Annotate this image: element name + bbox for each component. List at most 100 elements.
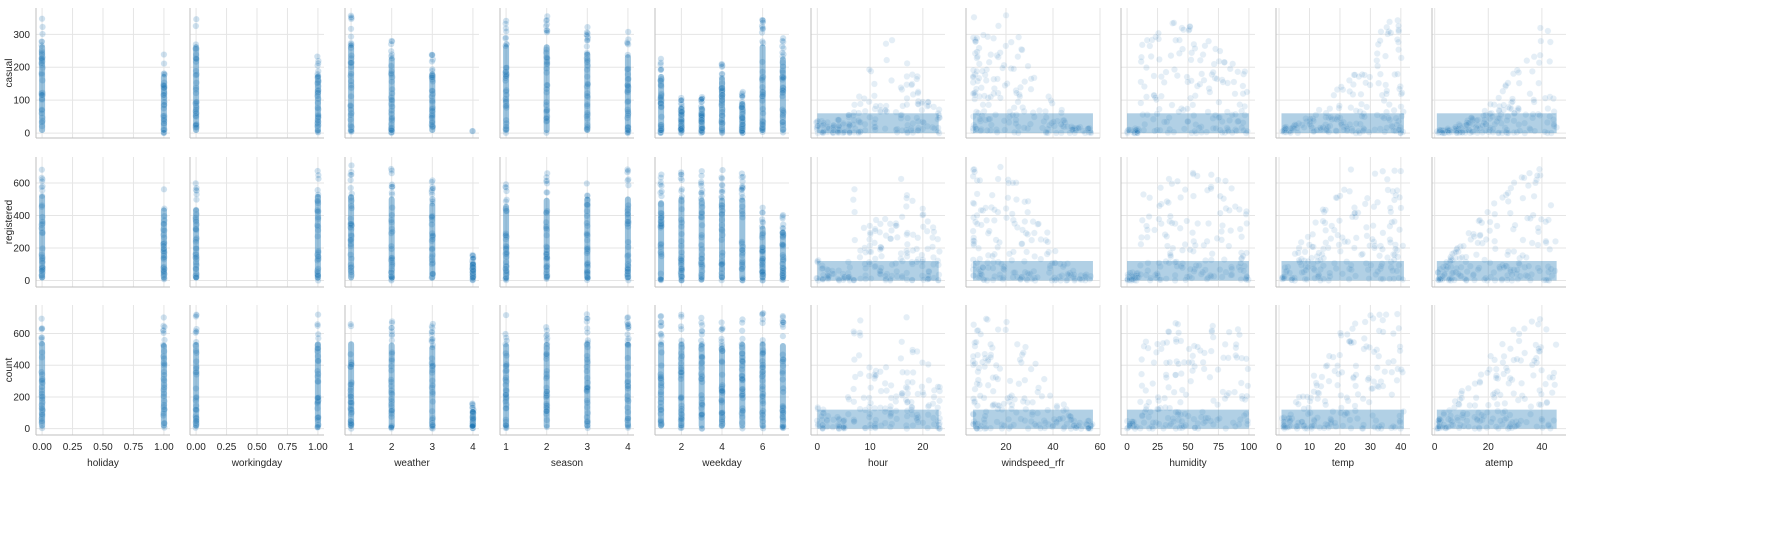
data-point [1390, 218, 1398, 225]
data-point [1534, 241, 1542, 249]
data-point [1208, 250, 1216, 258]
y-tick-label: 200 [13, 392, 30, 403]
data-point [1379, 229, 1387, 237]
data-point [698, 128, 706, 136]
data-point [697, 127, 705, 135]
data-point [1297, 238, 1305, 246]
data-point [428, 191, 436, 198]
data-point [677, 111, 685, 119]
data-point [924, 403, 932, 410]
data-point [1012, 87, 1020, 94]
data-point [38, 106, 46, 114]
data-point [990, 34, 998, 42]
data-point [834, 116, 842, 124]
data-point [1392, 245, 1399, 253]
data-point [624, 98, 631, 106]
data-point [38, 50, 46, 58]
data-point [881, 107, 889, 115]
data-point [1535, 345, 1543, 353]
data-point [718, 108, 726, 116]
data-point [347, 14, 355, 22]
data-point [718, 79, 726, 87]
data-point [677, 127, 685, 135]
data-point [1024, 62, 1032, 70]
data-point-strip [314, 73, 321, 134]
data-point [1371, 170, 1379, 178]
data-point [468, 127, 476, 135]
x-tick-label: 10 [1304, 442, 1316, 453]
data-point [1214, 366, 1222, 374]
data-point [871, 123, 879, 131]
data-point [1336, 351, 1344, 359]
data-point [834, 128, 842, 136]
data-point [887, 235, 895, 243]
data-point-strip [584, 196, 591, 281]
data-point [856, 128, 864, 136]
data-point [160, 126, 168, 134]
data-point [1238, 107, 1246, 115]
data-point [983, 66, 991, 74]
data-point [38, 89, 45, 97]
data-point [502, 71, 509, 79]
data-point [981, 350, 989, 358]
data-point [1491, 237, 1499, 245]
data-point [1397, 54, 1405, 62]
data-point [1166, 212, 1174, 220]
data-point [780, 73, 787, 81]
data-point [1038, 392, 1046, 400]
data-point [1503, 367, 1511, 375]
data-point [160, 126, 168, 134]
data-point [871, 126, 879, 134]
data-point [976, 176, 984, 184]
x-tick-label: 20 [1000, 442, 1012, 453]
data-point [428, 119, 436, 126]
data-point [502, 20, 510, 28]
data-point [160, 120, 168, 128]
data-point [192, 313, 200, 320]
data-point [1145, 213, 1153, 220]
data-point [1474, 239, 1482, 247]
data-point [542, 107, 550, 115]
data-point [314, 72, 322, 80]
data-point [192, 107, 200, 115]
data-point [1236, 331, 1243, 339]
data-point [1199, 358, 1207, 366]
data-point [1343, 394, 1351, 402]
data-point [981, 71, 989, 79]
data-point [739, 110, 747, 118]
data-point [909, 129, 917, 137]
data-point [856, 247, 864, 254]
data-point [1375, 352, 1383, 360]
data-point [1349, 325, 1356, 333]
data-point-strip [779, 229, 786, 281]
data-point [850, 385, 858, 393]
data-point [1518, 379, 1526, 387]
data-point [928, 123, 936, 131]
data-point [970, 89, 978, 97]
data-point [738, 103, 746, 111]
data-point [38, 55, 46, 62]
data-point [813, 118, 821, 125]
x-tick-label: 75 [1213, 442, 1225, 453]
data-point [759, 109, 767, 117]
data-point [428, 72, 436, 80]
data-point [1376, 37, 1384, 45]
data-point [898, 111, 906, 119]
data-point [903, 129, 911, 137]
data-point [846, 129, 853, 137]
data-point [919, 211, 927, 219]
data-point [1191, 241, 1199, 249]
data-point [543, 60, 551, 68]
data-point [624, 70, 632, 78]
data-point [1206, 373, 1214, 381]
data-point [1336, 247, 1344, 255]
data-point [850, 116, 858, 124]
data-point [348, 52, 355, 60]
data-point [624, 313, 632, 321]
data-point [1535, 59, 1543, 67]
data-point [429, 87, 437, 95]
data-point [861, 120, 869, 128]
data-point [38, 41, 46, 49]
x-tick-label: 10 [865, 442, 877, 453]
data-point [583, 50, 591, 58]
